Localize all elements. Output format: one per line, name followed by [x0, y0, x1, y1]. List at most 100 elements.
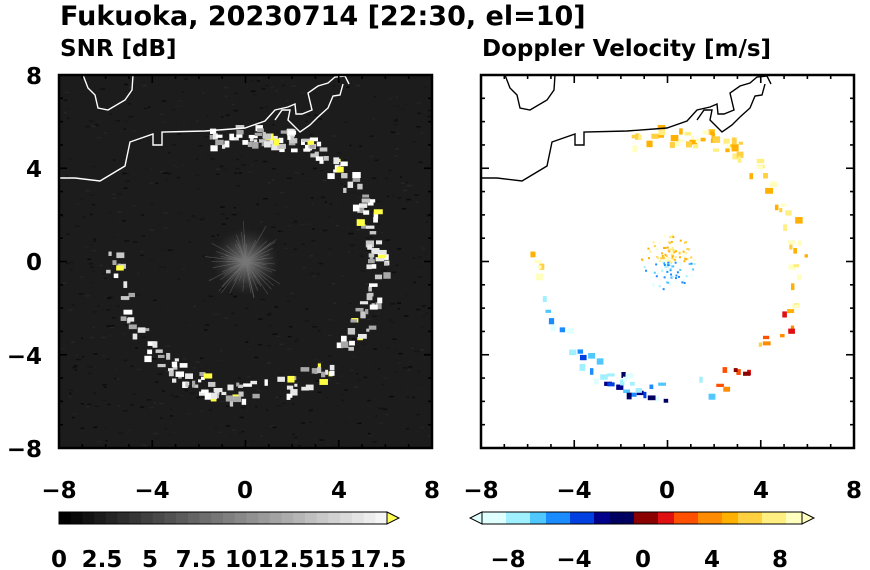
noise-pixel: [173, 164, 176, 166]
noise-pixel: [133, 162, 137, 165]
noise-pixel: [339, 204, 345, 207]
echo-pixel: [371, 248, 380, 255]
noise-pixel: [302, 95, 306, 98]
noise-pixel: [245, 341, 249, 343]
velocity-pixel: [670, 134, 679, 142]
noise-pixel: [201, 92, 205, 94]
noise-pixel: [283, 291, 287, 294]
echo-pixel: [185, 382, 189, 388]
noise-pixel: [125, 180, 130, 183]
noise-pixel: [193, 217, 198, 219]
noise-pixel: [177, 278, 181, 281]
noise-pixel: [343, 185, 347, 187]
velocity-colorbar-label: 0: [635, 547, 651, 570]
echo-pixel: [137, 327, 146, 333]
echo-pixel: [365, 240, 375, 248]
noise-pixel: [211, 415, 215, 418]
core-pixel: [684, 257, 687, 260]
core-pixel: [682, 278, 685, 281]
core-pixel: [684, 241, 687, 244]
noise-pixel: [255, 159, 258, 162]
noise-pixel: [355, 146, 358, 149]
noise-pixel: [338, 393, 344, 396]
core-pixel: [671, 246, 674, 249]
noise-pixel: [340, 414, 343, 416]
echo-pixel: [175, 371, 185, 377]
colorbar-segment: [650, 512, 659, 524]
echo-pixel: [347, 327, 356, 335]
noise-pixel: [308, 410, 313, 412]
noise-pixel: [294, 340, 299, 343]
colorbar-segment: [281, 512, 294, 524]
echo-pixel: [257, 128, 264, 133]
noise-pixel: [313, 92, 317, 95]
core-pixel: [673, 251, 676, 254]
noise-pixel: [231, 213, 237, 216]
noise-pixel: [193, 367, 196, 369]
echo-pixel: [280, 130, 288, 134]
snr-colorbar-label: 5: [142, 547, 158, 570]
snr-ytick-label: 8: [26, 64, 42, 90]
core-pixel: [640, 258, 643, 261]
core-streak: [245, 257, 266, 262]
noise-pixel: [308, 273, 313, 276]
velocity-xtick-label: 0: [659, 478, 675, 504]
noise-pixel: [410, 347, 416, 349]
noise-pixel: [195, 158, 199, 161]
velocity-pixel: [620, 379, 625, 386]
noise-pixel: [282, 402, 286, 405]
noise-pixel: [207, 154, 212, 157]
colorbar-segment: [82, 512, 95, 524]
noise-pixel: [267, 344, 272, 347]
velocity-pixel: [722, 367, 728, 373]
noise-pixel: [138, 133, 141, 135]
noise-pixel: [216, 173, 220, 175]
noise-pixel: [277, 230, 281, 233]
noise-pixel: [216, 359, 222, 362]
noise-pixel: [382, 417, 386, 420]
noise-pixel: [90, 213, 93, 216]
colorbar-segment: [59, 512, 72, 524]
noise-pixel: [428, 109, 432, 112]
colorbar-frame: [58, 511, 388, 525]
core-pixel: [667, 261, 670, 264]
noise-pixel: [71, 416, 75, 419]
echo-pixel: [277, 376, 285, 382]
noise-pixel: [148, 259, 154, 262]
velocity-pixel: [535, 273, 544, 281]
noise-pixel: [322, 229, 328, 232]
noise-pixel: [421, 326, 426, 329]
noise-pixel: [302, 266, 306, 269]
noise-pixel: [266, 362, 272, 364]
echo-pixel: [278, 137, 284, 144]
noise-pixel: [362, 413, 366, 415]
noise-pixel: [102, 355, 106, 357]
noise-pixel: [357, 217, 360, 219]
colorbar-segment: [94, 512, 107, 524]
noise-pixel: [423, 221, 426, 223]
colorbar-segment: [199, 512, 212, 524]
noise-pixel: [312, 326, 318, 328]
noise-pixel: [118, 432, 124, 434]
noise-pixel: [372, 315, 377, 317]
noise-pixel: [199, 218, 205, 221]
noise-pixel: [114, 377, 119, 380]
noise-pixel: [153, 272, 158, 274]
noise-pixel: [427, 435, 430, 437]
noise-pixel: [87, 403, 92, 406]
noise-pixel: [327, 379, 332, 381]
noise-pixel: [93, 238, 96, 240]
colorbar-segment: [730, 512, 739, 524]
noise-pixel: [416, 102, 421, 105]
colorbar-segment: [187, 512, 201, 524]
noise-pixel: [260, 435, 264, 438]
noise-pixel: [293, 248, 298, 251]
colorbar-segment: [152, 512, 165, 524]
core-streak: [245, 239, 277, 262]
colorbar-segment: [578, 512, 587, 524]
noise-pixel: [117, 405, 121, 407]
noise-pixel: [373, 96, 377, 98]
noise-pixel: [406, 198, 411, 201]
noise-pixel: [278, 109, 282, 111]
noise-pixel: [397, 248, 402, 250]
